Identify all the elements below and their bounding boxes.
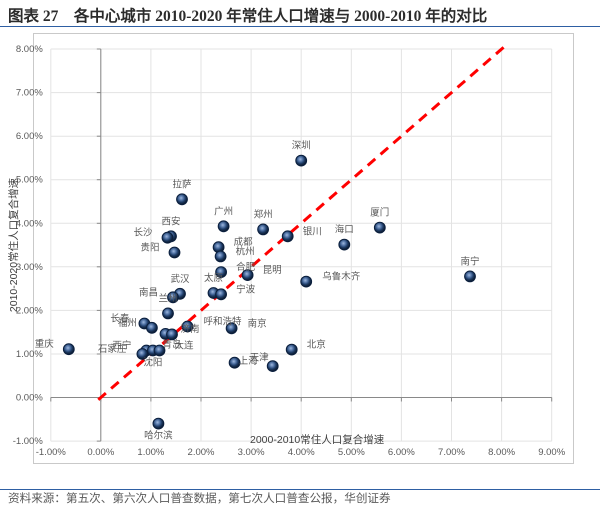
- svg-text:西安: 西安: [161, 215, 180, 227]
- svg-text:宁波: 宁波: [236, 283, 256, 295]
- svg-text:沈阳: 沈阳: [143, 357, 162, 369]
- svg-text:深圳: 深圳: [292, 141, 311, 152]
- svg-text:郑州: 郑州: [254, 208, 273, 220]
- svg-text:银川: 银川: [303, 225, 322, 237]
- svg-text:拉萨: 拉萨: [172, 178, 192, 190]
- svg-text:大连: 大连: [175, 340, 195, 352]
- svg-text:海口: 海口: [335, 224, 354, 236]
- svg-text:贵阳: 贵阳: [140, 242, 159, 254]
- svg-text:厦门: 厦门: [370, 207, 389, 219]
- svg-text:济南: 济南: [181, 323, 200, 335]
- svg-text:合肥: 合肥: [236, 261, 256, 273]
- svg-text:上海: 上海: [239, 355, 259, 367]
- svg-text:南昌: 南昌: [139, 286, 158, 298]
- svg-text:呼和浩特: 呼和浩特: [204, 316, 243, 328]
- svg-text:南宁: 南宁: [460, 255, 479, 267]
- svg-text:福州: 福州: [118, 317, 137, 329]
- svg-text:南京: 南京: [248, 317, 267, 329]
- svg-text:长沙: 长沙: [133, 227, 153, 239]
- svg-text:哈尔滨: 哈尔滨: [144, 430, 173, 442]
- svg-text:乌鲁木齐: 乌鲁木齐: [322, 271, 361, 283]
- svg-text:广州: 广州: [214, 205, 233, 217]
- svg-text:武汉: 武汉: [170, 273, 190, 285]
- svg-text:太原: 太原: [204, 272, 223, 284]
- svg-text:杭州: 杭州: [236, 245, 255, 257]
- svg-text:石家庄: 石家庄: [98, 343, 127, 355]
- svg-text:兰州: 兰州: [158, 292, 177, 304]
- svg-text:北京: 北京: [307, 339, 326, 351]
- svg-text:昆明: 昆明: [263, 265, 282, 276]
- svg-text:重庆: 重庆: [35, 338, 55, 350]
